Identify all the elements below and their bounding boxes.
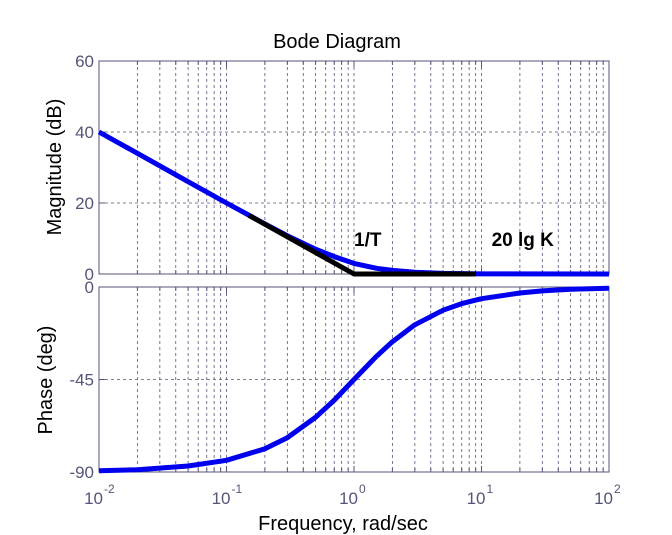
y-tick-label: 20 <box>75 194 94 213</box>
magnitude-annotations: 1/T 20 lg K <box>354 230 554 251</box>
x-tick-exponent: 1 <box>487 482 494 496</box>
magnitude-panel: 0 20 40 60 1/T 20 lg K Magnitude (dB) <box>44 52 610 284</box>
chart-annotation: 1/T <box>354 230 382 251</box>
y-tick-label: -90 <box>69 463 94 482</box>
magnitude-series <box>97 129 610 277</box>
x-tick-label: 10 <box>594 489 613 508</box>
y-tick-label: -45 <box>69 371 94 390</box>
phase-series <box>98 285 610 474</box>
x-axis-label: Frequency, rad/sec <box>258 513 428 535</box>
frequency-x-ticks: 10 -2 10 -1 10 0 10 1 10 2 <box>84 482 621 508</box>
y-tick-label: 0 <box>85 265 94 284</box>
y-tick-label: 40 <box>75 123 94 142</box>
magnitude-ylabel: Magnitude (dB) <box>44 99 66 236</box>
phase-ylabel: Phase (deg) <box>35 326 57 435</box>
phase-grid <box>98 287 609 472</box>
x-tick-label: 10 <box>339 489 358 508</box>
phase-curve <box>98 285 610 474</box>
x-tick-label: 10 <box>212 489 231 508</box>
phase-y-ticks: -90 -45 0 <box>69 278 105 482</box>
chart-title: Bode Diagram <box>273 31 401 53</box>
x-tick-exponent: -2 <box>104 482 115 496</box>
y-tick-label: 0 <box>85 278 94 297</box>
magnitude-plot-area <box>98 60 610 275</box>
x-tick-exponent: -1 <box>232 482 243 496</box>
chart-annotation: 20 lg K <box>492 230 555 251</box>
phase-panel: -90-450 10 -2 10 -1 10 0 10 1 10 2 Phase (deg) <box>35 278 621 508</box>
x-tick-exponent: 2 <box>614 482 621 496</box>
x-tick-label: 10 <box>84 489 103 508</box>
x-tick-label: 10 <box>467 489 486 508</box>
y-tick-label: 60 <box>75 52 94 71</box>
magnitude-y-ticks: 0 20 40 60 <box>75 52 105 284</box>
asymptote-line <box>247 213 476 277</box>
x-tick-exponent: 0 <box>359 482 366 496</box>
